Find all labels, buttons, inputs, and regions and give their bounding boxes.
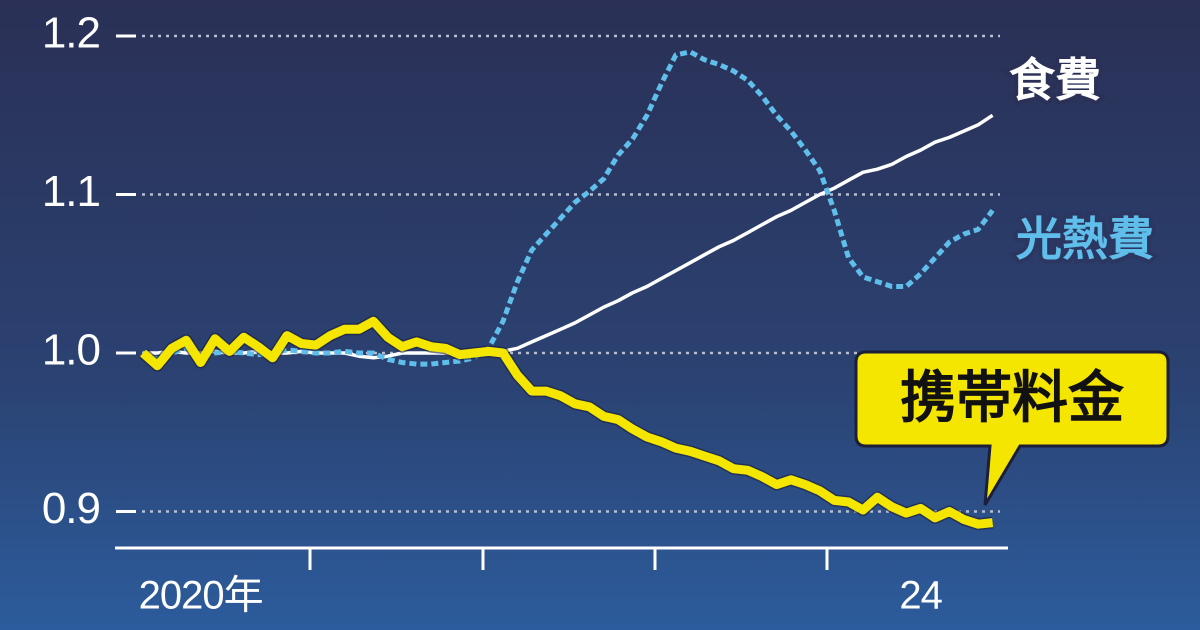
- series-line: [143, 113, 994, 360]
- series-line: [141, 49, 995, 367]
- labels: 食費 光熱費 携帯料金: [854, 50, 1170, 506]
- lines: [139, 49, 995, 531]
- series-label: 光熱費: [1016, 213, 1154, 265]
- x-tick-label: 2020年: [139, 574, 263, 618]
- series-label: 携帯料金: [900, 366, 1125, 429]
- y-tick-label: 0.9: [42, 484, 100, 533]
- grid: 0.9 1.0 1.1 1.2 2020年 24: [42, 9, 1000, 618]
- year-separators: [308, 548, 829, 570]
- callout-box: [854, 350, 1170, 506]
- y-tick-label: 1.2: [42, 9, 100, 58]
- y-tick-label: 1.0: [42, 326, 100, 375]
- series-line: [140, 316, 994, 529]
- y-tick-label: 1.1: [42, 167, 100, 216]
- series-label: 食費: [1009, 54, 1101, 106]
- x-tick-label: 24: [899, 574, 942, 618]
